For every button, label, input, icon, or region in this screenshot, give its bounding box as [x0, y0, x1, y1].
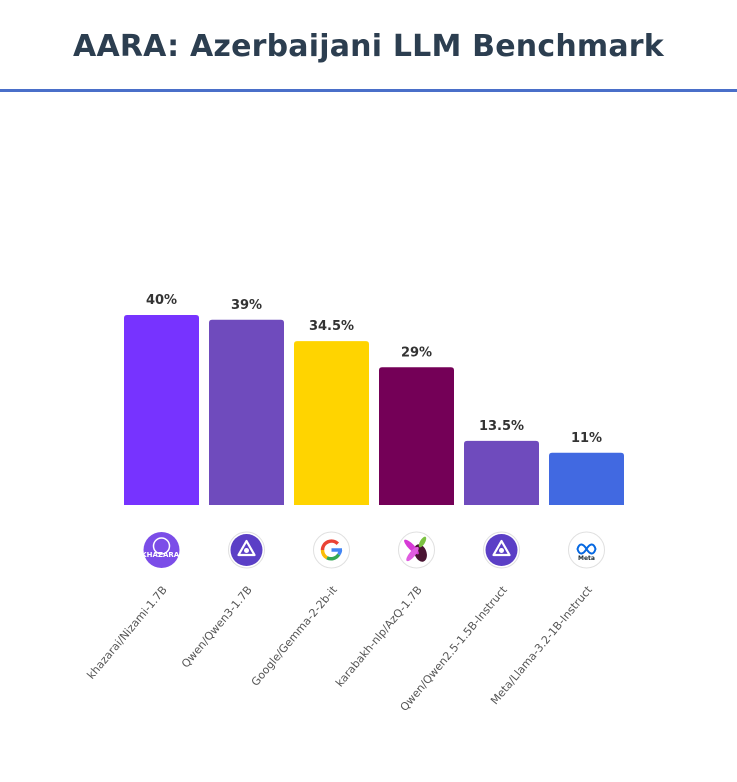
tick-label-1: Qwen/Qwen3-1.7B	[179, 584, 255, 671]
google-logo-icon	[313, 531, 350, 569]
value-label-3: 29%	[401, 345, 432, 360]
bars-group	[124, 315, 624, 505]
qwen-logo-icon	[228, 531, 265, 569]
bar-5	[549, 452, 624, 505]
meta-logo-icon: Meta	[568, 531, 605, 569]
tick-label-3: karabakh-nlp/AzQ-1.7B	[333, 584, 425, 690]
bar-3	[379, 367, 454, 505]
tick-label-2: Google/Gemma-2-2b-it	[249, 583, 341, 689]
svg-text:KHAZARAI: KHAZARAI	[141, 551, 182, 559]
header: AARA: Azerbaijani LLM Benchmark	[0, 0, 737, 92]
value-label-0: 40%	[146, 293, 177, 308]
svg-text:Meta: Meta	[578, 555, 595, 562]
bar-2	[294, 341, 369, 505]
qwen-logo-icon	[483, 531, 520, 569]
page-title: AARA: Azerbaijani LLM Benchmark	[73, 29, 664, 64]
value-label-1: 39%	[231, 298, 262, 313]
khazarai-logo-icon: KHAZARAI	[141, 532, 182, 568]
logos-group: KHAZARAI Meta	[141, 531, 605, 569]
bar-1	[209, 319, 284, 505]
value-label-5: 11%	[571, 431, 602, 446]
tick-label-5: Meta/Llama-3.2-1B-Instruct	[488, 583, 595, 707]
azq-logo-icon	[398, 531, 435, 569]
value-label-2: 34.5%	[309, 319, 354, 334]
bar-4	[464, 440, 539, 505]
bar-0	[124, 315, 199, 505]
tick-labels-group: khazarai/Nizami-1.7B Qwen/Qwen3-1.7BGoogl…	[85, 583, 596, 714]
value-label-4: 13.5%	[479, 419, 524, 434]
tick-label-0: khazarai/Nizami-1.7B	[85, 584, 170, 682]
value-labels-group: 40% 39% 34.5% 29% 13.5% 11%	[146, 293, 602, 446]
